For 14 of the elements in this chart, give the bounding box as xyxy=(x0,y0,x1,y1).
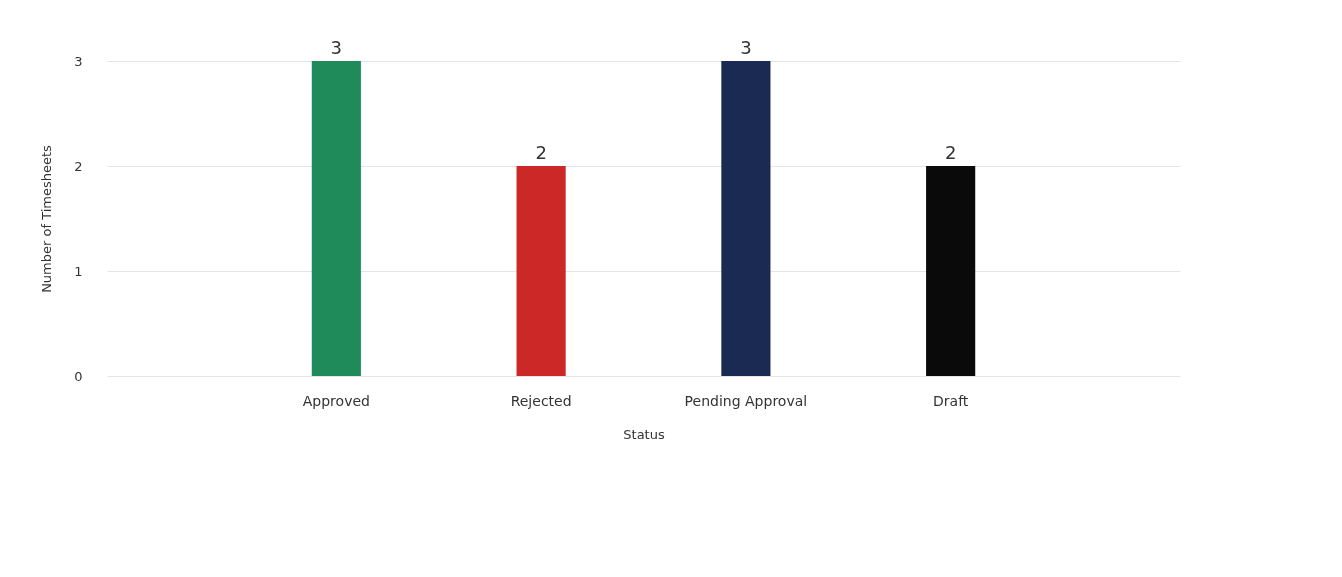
y-tick-label: 2 xyxy=(74,158,83,174)
y-tick-label: 0 xyxy=(74,368,83,384)
data-label: 2 xyxy=(535,142,547,163)
data-label: 2 xyxy=(944,142,957,163)
x-tick-label: Pending Approval xyxy=(684,392,808,409)
y-tick-label: 3 xyxy=(74,53,83,69)
data-label: 3 xyxy=(330,37,343,58)
data-label: 3 xyxy=(740,37,752,58)
x-tick-label: Draft xyxy=(933,392,969,409)
x-tick-label: Rejected xyxy=(510,392,572,409)
x-axis-title: Status xyxy=(623,426,665,442)
y-tick-label: 1 xyxy=(74,263,83,279)
y-axis-title: Number of Timesheets xyxy=(39,144,55,293)
x-tick-label: Approved xyxy=(302,392,370,409)
